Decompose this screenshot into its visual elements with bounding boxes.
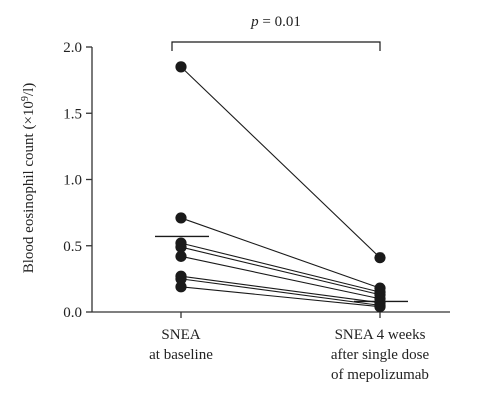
- pair-line: [180, 278, 381, 306]
- y-tick-label: 0.5: [63, 239, 82, 255]
- significance-bracket: [171, 41, 381, 51]
- y-ticks: 0.0 0.5 1.0 1.5 2.0: [63, 40, 92, 321]
- x-category-label: SNEA 4 weeks: [335, 327, 426, 343]
- point-baseline: [175, 212, 187, 224]
- point-followup: [374, 252, 386, 264]
- point-baseline: [175, 241, 187, 253]
- point-baseline: [175, 281, 187, 293]
- y-tick-label: 1.0: [63, 173, 82, 189]
- pair-line: [180, 242, 381, 293]
- pair-line: [180, 217, 381, 289]
- x-category-labels: SNEA at baseline SNEA 4 weeks after single …: [149, 327, 429, 383]
- pair-line: [180, 286, 381, 308]
- y-axis-label-sup: 9: [20, 96, 31, 101]
- pair-line: [180, 275, 381, 304]
- pair-line: [180, 246, 381, 296]
- pair-line: [180, 66, 381, 259]
- x-category-label: of mepolizumab: [331, 367, 429, 383]
- p-value-label: p = 0.01: [250, 14, 301, 30]
- y-tick-label: 1.5: [63, 106, 82, 122]
- x-category-label: SNEA: [161, 327, 200, 343]
- point-baseline: [175, 250, 187, 262]
- data-points: [175, 61, 386, 313]
- y-axis-label: Blood eosinophil count (×109/l): [20, 83, 38, 274]
- y-tick-label: 2.0: [63, 40, 82, 56]
- y-tick-label: 0.0: [63, 305, 82, 321]
- pair-line: [180, 255, 381, 300]
- x-category-label: after single dose: [331, 347, 430, 363]
- point-baseline: [175, 61, 187, 73]
- point-followup: [374, 301, 386, 313]
- point-baseline: [175, 273, 187, 285]
- paired-lines: [180, 66, 381, 308]
- x-category-label: at baseline: [149, 347, 213, 363]
